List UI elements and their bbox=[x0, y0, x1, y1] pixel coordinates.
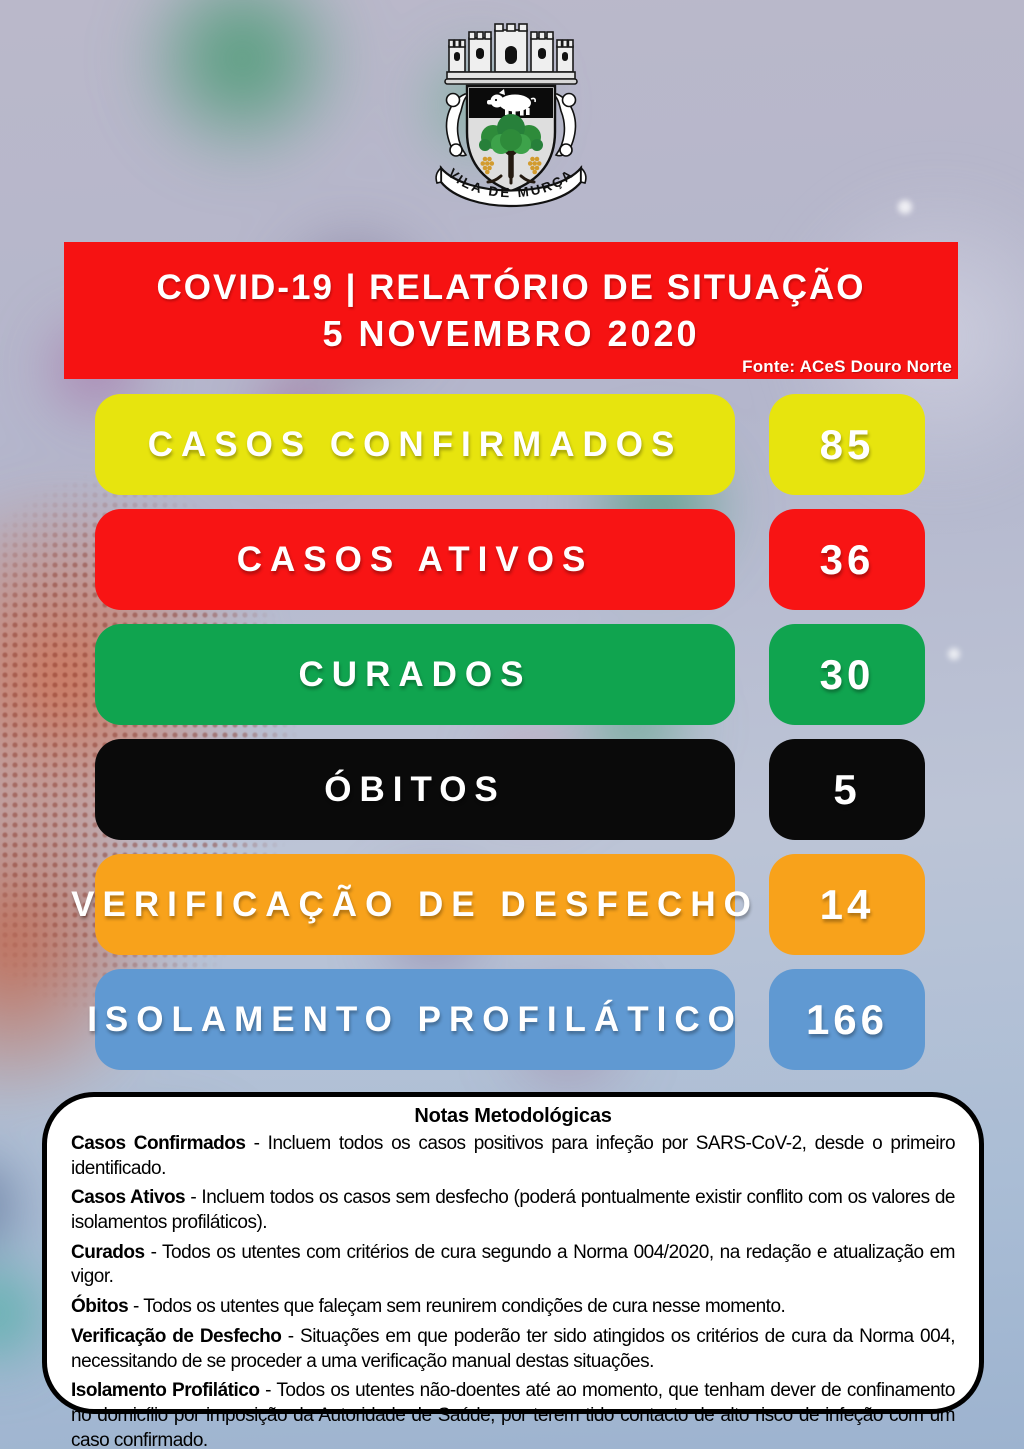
grape-bunch-icon bbox=[480, 156, 542, 175]
report-title-banner: COVID-19 | RELATÓRIO DE SITUAÇÃO 5 NOVEM… bbox=[64, 242, 958, 379]
vila-de-murca-coat-of-arms-icon: VILA DE MURÇA bbox=[435, 23, 587, 208]
stat-row-casos-ativos: CASOS ATIVOS 36 bbox=[95, 509, 925, 610]
note-item-verificacao-de-desfecho: Verificação de Desfecho - Situações em q… bbox=[71, 1325, 956, 1374]
note-text: - Todos os utentes com critérios de cura… bbox=[71, 1241, 956, 1288]
stat-label-pill: CASOS CONFIRMADOS bbox=[95, 394, 735, 495]
stat-value-pill: 85 bbox=[769, 394, 925, 495]
note-text: - Incluem todos os casos sem desfecho (p… bbox=[71, 1187, 956, 1234]
tree-icon bbox=[479, 114, 543, 185]
stat-value-pill: 14 bbox=[769, 854, 925, 955]
stat-label-pill: VERIFICAÇÃO DE DESFECHO bbox=[71, 854, 751, 955]
shield-icon bbox=[465, 84, 557, 193]
stat-value-text: 166 bbox=[805, 995, 889, 1043]
note-item-casos-confirmados: Casos Confirmados - Incluem todos os cas… bbox=[71, 1132, 956, 1181]
report-title: COVID-19 | RELATÓRIO DE SITUAÇÃO bbox=[156, 268, 866, 308]
stat-label-text: CASOS ATIVOS bbox=[236, 539, 594, 579]
note-item-curados: Curados - Todos os utentes com critérios… bbox=[71, 1241, 956, 1290]
note-item-casos-ativos: Casos Ativos - Incluem todos os casos se… bbox=[71, 1186, 956, 1235]
stats-list: CASOS CONFIRMADOS 85 CASOS ATIVOS 36 CUR… bbox=[71, 394, 925, 1084]
stat-value-text: 5 bbox=[833, 765, 861, 813]
note-text: - Todos os utentes não-doentes até ao mo… bbox=[71, 1380, 956, 1449]
stat-value-text: 36 bbox=[819, 535, 875, 583]
note-text: - Todos os utentes que faleçam sem reuni… bbox=[132, 1296, 786, 1318]
stat-value-pill: 5 bbox=[769, 739, 925, 840]
stat-label-text: ISOLAMENTO PROFILÁTICO bbox=[87, 999, 743, 1039]
stat-label-text: VERIFICAÇÃO DE DESFECHO bbox=[71, 884, 759, 924]
stat-label-pill: CASOS ATIVOS bbox=[95, 509, 735, 610]
stat-value-text: 30 bbox=[819, 650, 875, 698]
stat-row-isolamento-profilatico: ISOLAMENTO PROFILÁTICO 166 bbox=[87, 969, 925, 1070]
stat-value-pill: 30 bbox=[769, 624, 925, 725]
stat-label-text: CURADOS bbox=[298, 654, 532, 694]
stat-row-casos-confirmados: CASOS CONFIRMADOS 85 bbox=[95, 394, 925, 495]
notes-title: Notas Metodológicas bbox=[414, 1105, 612, 1127]
note-term: Verificação de Desfecho bbox=[71, 1325, 282, 1347]
note-text: - Incluem todos os casos positivos para … bbox=[71, 1133, 956, 1179]
stat-value-text: 14 bbox=[819, 880, 875, 928]
note-term: Isolamento Profilático bbox=[71, 1380, 260, 1402]
data-source-label: Fonte: ACeS Douro Norte bbox=[742, 357, 952, 376]
stat-label-pill: ISOLAMENTO PROFILÁTICO bbox=[87, 969, 735, 1070]
note-item-isolamento-profilatico: Isolamento Profilático - Todos os utente… bbox=[71, 1379, 956, 1449]
stat-row-verificacao-de-desfecho: VERIFICAÇÃO DE DESFECHO 14 bbox=[71, 854, 925, 955]
note-term: Casos Ativos bbox=[71, 1187, 186, 1209]
stat-value-text: 85 bbox=[819, 420, 875, 468]
ribbon-curls-icon bbox=[445, 92, 577, 157]
note-term: Casos Confirmados bbox=[71, 1133, 246, 1154]
stat-label-pill: CURADOS bbox=[95, 624, 735, 725]
stat-label-pill: ÓBITOS bbox=[95, 739, 735, 840]
note-text: - Situações em que poderão ter sido atin… bbox=[71, 1325, 956, 1372]
stat-label-text: ÓBITOS bbox=[324, 769, 506, 809]
stat-value-pill: 36 bbox=[769, 509, 925, 610]
boar-icon bbox=[487, 89, 536, 116]
tree-roots bbox=[486, 172, 536, 185]
note-item-obitos: Óbitos - Todos os utentes que faleçam se… bbox=[71, 1295, 955, 1320]
mural-crown-icon bbox=[444, 23, 578, 85]
note-term: Óbitos bbox=[71, 1296, 129, 1318]
stat-label-text: CASOS CONFIRMADOS bbox=[147, 424, 683, 464]
report-date: 5 NOVEMBRO 2020 bbox=[322, 312, 700, 354]
methodological-notes-box: Notas Metodológicas Casos Confirmados - … bbox=[42, 1092, 984, 1449]
stat-row-curados: CURADOS 30 bbox=[95, 624, 925, 725]
stat-row-obitos: ÓBITOS 5 bbox=[95, 739, 925, 840]
stat-value-pill: 166 bbox=[769, 969, 925, 1070]
note-term: Curados bbox=[71, 1241, 145, 1263]
